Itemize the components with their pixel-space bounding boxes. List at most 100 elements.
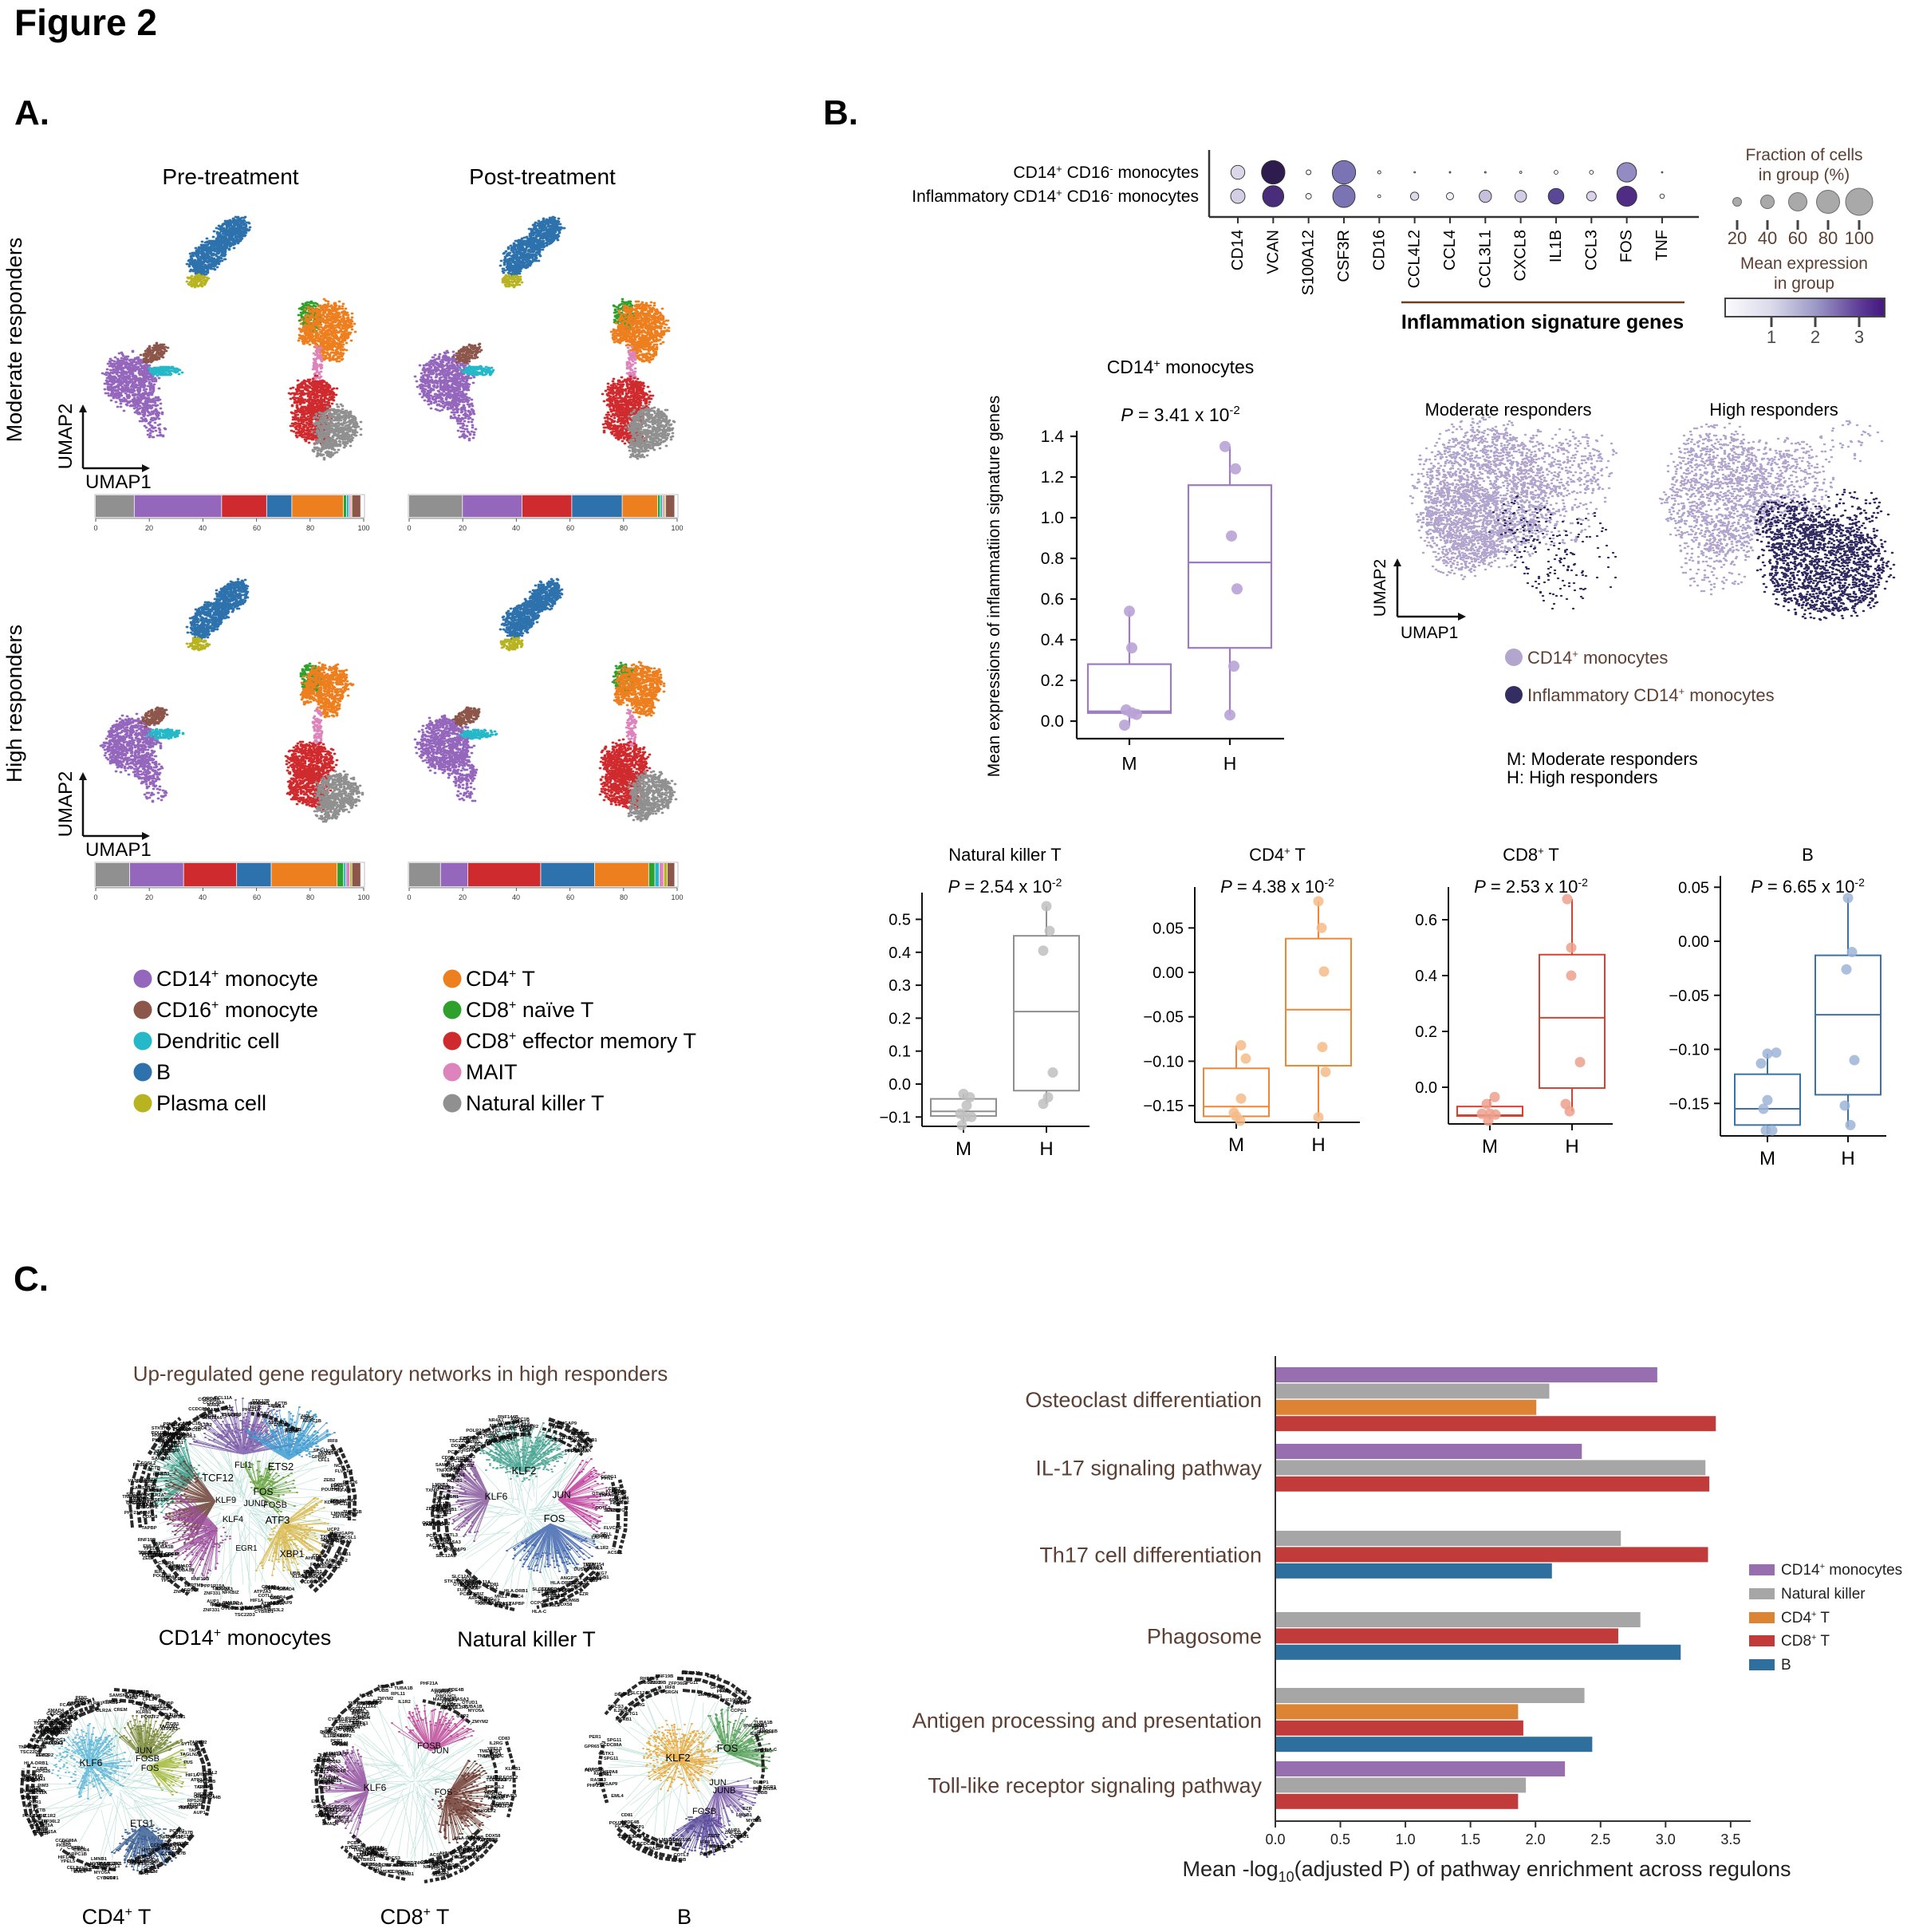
svg-text:GPR65: GPR65 bbox=[436, 1541, 452, 1546]
svg-text:NKG7: NKG7 bbox=[470, 1445, 483, 1450]
svg-text:RNF19B: RNF19B bbox=[143, 1694, 161, 1699]
svg-text:IL2RG: IL2RG bbox=[368, 1701, 382, 1705]
svg-text:DUSP1: DUSP1 bbox=[614, 1693, 630, 1697]
svg-text:SRGN: SRGN bbox=[357, 1716, 371, 1721]
svg-text:PCBP1: PCBP1 bbox=[169, 1829, 185, 1834]
svg-text:20: 20 bbox=[145, 524, 153, 532]
svg-text:IL2RG: IL2RG bbox=[631, 1703, 645, 1708]
svg-text:CYBRD1: CYBRD1 bbox=[97, 1876, 116, 1881]
svg-text:GRASP: GRASP bbox=[310, 1579, 327, 1584]
svg-text:POU2F2: POU2F2 bbox=[492, 1804, 510, 1809]
svg-text:ANGPTL1: ANGPTL1 bbox=[98, 1864, 120, 1869]
svg-text:EGR3: EGR3 bbox=[136, 1480, 149, 1484]
svg-text:FOS: FOS bbox=[254, 1486, 274, 1497]
svg-text:IL-17 signaling pathway: IL-17 signaling pathway bbox=[1035, 1457, 1262, 1481]
svg-text:LAPTM5: LAPTM5 bbox=[591, 1536, 610, 1540]
svg-text:SELL: SELL bbox=[163, 1440, 175, 1445]
svg-text:Fraction of cells: Fraction of cells bbox=[1745, 146, 1862, 164]
svg-text:TNFRSF13C: TNFRSF13C bbox=[144, 1705, 171, 1709]
svg-text:S100A11: S100A11 bbox=[236, 1607, 256, 1611]
svg-text:JUN: JUN bbox=[552, 1489, 570, 1500]
svg-text:High responders: High responders bbox=[2, 625, 26, 783]
svg-text:SAMSN1: SAMSN1 bbox=[315, 1814, 335, 1819]
svg-text:HLA-DQA1: HLA-DQA1 bbox=[491, 1437, 516, 1442]
svg-text:TAGLN2: TAGLN2 bbox=[180, 1753, 199, 1757]
svg-text:STK17B: STK17B bbox=[433, 1502, 451, 1507]
svg-text:KLRB1: KLRB1 bbox=[87, 1701, 103, 1706]
svg-text:TNFRSF13C: TNFRSF13C bbox=[157, 1835, 184, 1840]
svg-text:YPEL5: YPEL5 bbox=[623, 1835, 638, 1839]
svg-text:UBB: UBB bbox=[379, 1689, 389, 1693]
svg-text:POU2F2: POU2F2 bbox=[142, 1553, 160, 1558]
svg-text:EZR: EZR bbox=[459, 1437, 469, 1441]
svg-text:GPR65: GPR65 bbox=[23, 1745, 39, 1749]
svg-text:CD83: CD83 bbox=[609, 1487, 621, 1492]
svg-text:PIM3: PIM3 bbox=[37, 1784, 49, 1788]
svg-text:CXCR4: CXCR4 bbox=[158, 1561, 174, 1566]
svg-text:NFKBIZ: NFKBIZ bbox=[154, 1449, 171, 1454]
svg-text:KDM6B: KDM6B bbox=[56, 1724, 73, 1729]
svg-text:AHNAK: AHNAK bbox=[348, 1855, 365, 1860]
svg-text:NCL: NCL bbox=[321, 1757, 331, 1761]
svg-text:CD163: CD163 bbox=[262, 1585, 277, 1590]
svg-text:TXNIP: TXNIP bbox=[425, 1488, 439, 1493]
svg-text:SRGN: SRGN bbox=[447, 1703, 461, 1708]
svg-text:UMAP2: UMAP2 bbox=[55, 404, 77, 470]
svg-text:MAFK: MAFK bbox=[141, 1511, 156, 1516]
svg-text:−0.05: −0.05 bbox=[1143, 1009, 1184, 1027]
svg-text:SELL: SELL bbox=[601, 1532, 613, 1537]
svg-text:ZMYM2: ZMYM2 bbox=[333, 1515, 349, 1520]
svg-text:TSC22D3: TSC22D3 bbox=[125, 1500, 146, 1505]
svg-text:IER2: IER2 bbox=[434, 1515, 444, 1520]
svg-text:100: 100 bbox=[357, 893, 369, 901]
svg-text:ZEB2: ZEB2 bbox=[37, 1753, 49, 1758]
svg-text:H: High responders: H: High responders bbox=[1507, 767, 1658, 787]
svg-text:CYBRD1: CYBRD1 bbox=[323, 1539, 343, 1544]
svg-text:ZFP36L2: ZFP36L2 bbox=[485, 1785, 504, 1790]
svg-text:B.: B. bbox=[823, 93, 858, 132]
svg-text:UBB: UBB bbox=[100, 1863, 110, 1867]
svg-text:UMAP2: UMAP2 bbox=[1371, 559, 1389, 617]
svg-text:ZNF331: ZNF331 bbox=[174, 1590, 191, 1595]
svg-text:VASP: VASP bbox=[196, 1415, 208, 1420]
svg-text:CD81: CD81 bbox=[313, 1554, 325, 1559]
svg-text:RORA: RORA bbox=[163, 1445, 177, 1449]
svg-text:ITGB1: ITGB1 bbox=[595, 1575, 609, 1580]
svg-text:TAPBP: TAPBP bbox=[487, 1776, 502, 1780]
svg-text:HLA-C: HLA-C bbox=[762, 1748, 778, 1753]
svg-text:TAPBP: TAPBP bbox=[152, 1542, 167, 1547]
svg-text:SPG11: SPG11 bbox=[59, 1716, 74, 1721]
svg-text:GSTK1: GSTK1 bbox=[353, 1721, 368, 1726]
svg-text:TAPBP: TAPBP bbox=[509, 1602, 524, 1607]
svg-text:RPL11: RPL11 bbox=[593, 1534, 607, 1539]
svg-text:−0.05: −0.05 bbox=[1669, 988, 1709, 1005]
svg-text:B: B bbox=[1802, 845, 1814, 865]
svg-text:XBP1: XBP1 bbox=[280, 1548, 305, 1559]
svg-text:SMAD4: SMAD4 bbox=[430, 1523, 447, 1528]
svg-text:PER1: PER1 bbox=[445, 1698, 458, 1703]
svg-text:ZNF331: ZNF331 bbox=[368, 1847, 386, 1851]
svg-text:IL1R2: IL1R2 bbox=[465, 1579, 478, 1584]
svg-text:SAMSN1: SAMSN1 bbox=[124, 1690, 144, 1695]
svg-text:UCP2: UCP2 bbox=[327, 1528, 339, 1532]
svg-text:NCL: NCL bbox=[137, 1498, 147, 1503]
svg-text:TSC22D3: TSC22D3 bbox=[221, 1413, 242, 1417]
svg-text:0.4: 0.4 bbox=[1041, 631, 1065, 649]
svg-text:CCDC88A: CCDC88A bbox=[150, 1843, 172, 1848]
svg-text:LAPTM5: LAPTM5 bbox=[184, 1583, 203, 1588]
svg-text:Antigen processing and present: Antigen processing and presentation bbox=[912, 1709, 1262, 1733]
svg-text:Th17 cell differentiation: Th17 cell differentiation bbox=[1039, 1544, 1262, 1567]
svg-text:SAMSN1: SAMSN1 bbox=[132, 1486, 152, 1491]
svg-text:CD83: CD83 bbox=[337, 1733, 350, 1738]
svg-text:FLVCR2: FLVCR2 bbox=[521, 1425, 538, 1429]
svg-text:MYD88: MYD88 bbox=[483, 1755, 499, 1760]
svg-text:1.0: 1.0 bbox=[1041, 509, 1064, 527]
svg-text:IL1R2: IL1R2 bbox=[442, 1474, 455, 1479]
svg-text:PDE4B: PDE4B bbox=[375, 1863, 390, 1868]
svg-text:ARPC1B: ARPC1B bbox=[317, 1778, 337, 1783]
svg-text:CD55: CD55 bbox=[175, 1577, 187, 1582]
svg-text:CYBRD1: CYBRD1 bbox=[494, 1436, 514, 1441]
svg-text:RPS26: RPS26 bbox=[335, 1820, 350, 1824]
svg-text:MYO5A: MYO5A bbox=[166, 1843, 183, 1847]
svg-text:S100A11: S100A11 bbox=[89, 1866, 108, 1871]
